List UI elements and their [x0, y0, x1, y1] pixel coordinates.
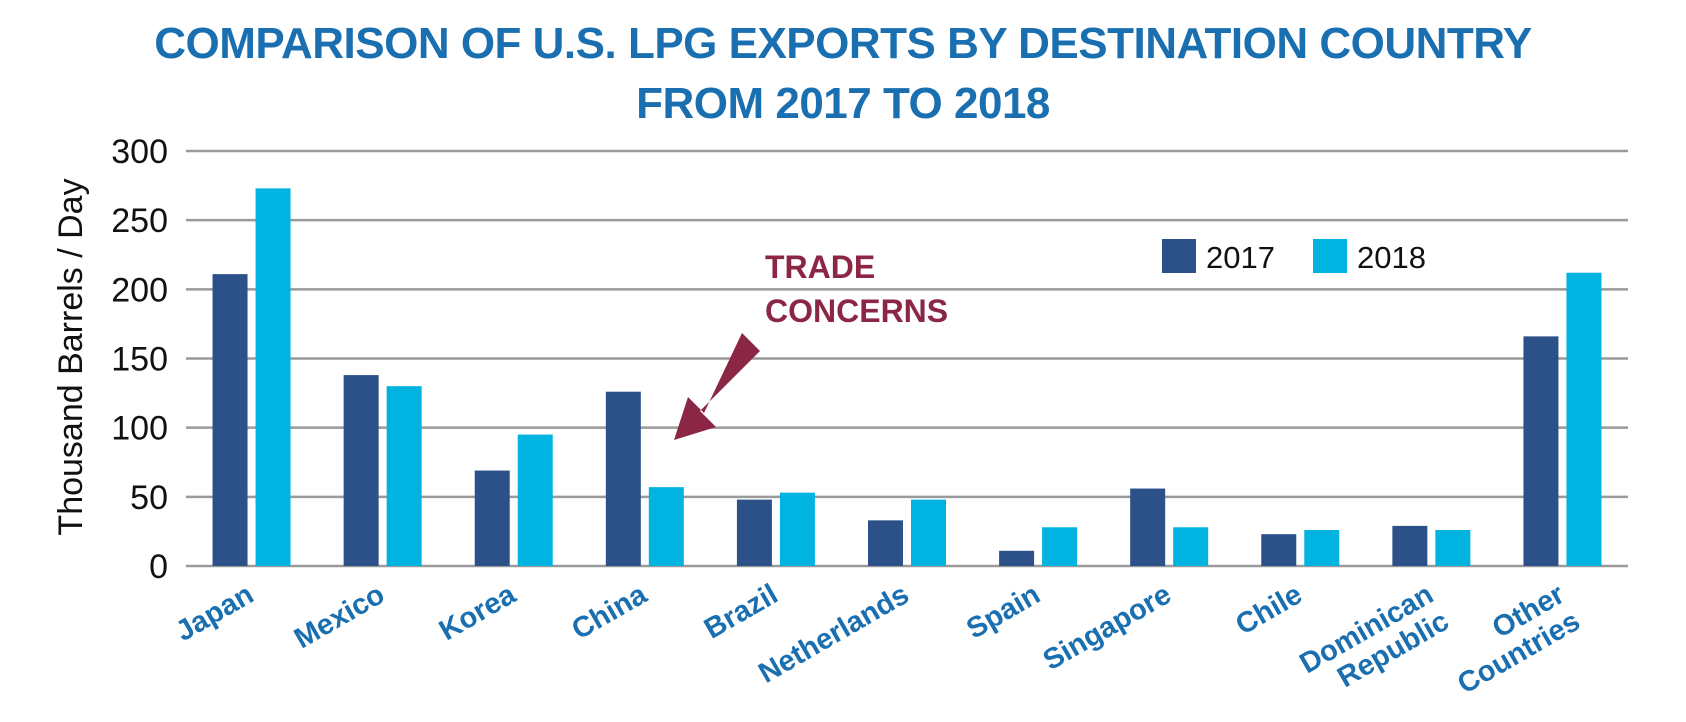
bar-2017 — [868, 520, 903, 566]
x-tick-label-line: Singapore — [1038, 578, 1177, 677]
bar-2017 — [999, 550, 1035, 566]
bar-2017 — [474, 470, 510, 566]
bar-2017 — [1392, 525, 1428, 566]
bar-2017 — [1261, 534, 1297, 566]
x-tick-label-line: Korea — [434, 578, 522, 647]
x-tick-label: Mexico — [289, 578, 390, 655]
y-tick-label: 100 — [111, 410, 168, 448]
bar-2018 — [517, 434, 553, 566]
x-tick-label-line: Chile — [1230, 578, 1307, 641]
bar-2017 — [212, 274, 248, 566]
y-tick-label: 150 — [111, 341, 168, 379]
annotation-text: TRADE CONCERNS — [765, 249, 948, 329]
x-tick-label: Korea — [434, 578, 522, 647]
x-tick-label: Japan — [170, 578, 259, 648]
bar-2018 — [911, 499, 946, 566]
x-tick-label-line: Spain — [961, 578, 1045, 645]
x-tick-label-line: Netherlands — [753, 578, 914, 690]
bar-2018 — [1173, 527, 1209, 566]
bar-2018 — [1304, 530, 1340, 566]
annotation-text-line: TRADE — [765, 249, 875, 285]
bar-2017 — [605, 391, 641, 566]
legend-label-2018: 2018 — [1357, 240, 1426, 275]
chart-title: COMPARISON OF U.S. LPG EXPORTS BY DESTIN… — [0, 14, 1686, 134]
y-tick-label: 300 — [111, 133, 168, 171]
chart-title-line-2: FROM 2017 TO 2018 — [636, 79, 1050, 128]
x-tick-label: Brazil — [699, 578, 783, 645]
bar-2018 — [779, 492, 815, 566]
x-tick-label: OtherCountries — [1437, 578, 1586, 700]
chart-title-line-1: COMPARISON OF U.S. LPG EXPORTS BY DESTIN… — [154, 19, 1532, 68]
bar-2017 — [736, 499, 772, 566]
bar-2017 — [1523, 336, 1559, 566]
y-axis-label: Thousand Barrels / Day — [52, 178, 90, 535]
x-tick-label-line: Mexico — [289, 578, 390, 655]
bar-2018 — [648, 487, 684, 566]
bar-2017 — [343, 375, 379, 566]
bar-2018 — [1566, 272, 1602, 566]
legend-swatch-2017 — [1162, 239, 1196, 273]
bars — [212, 188, 1602, 566]
bar-2018 — [255, 188, 291, 566]
y-tick-label: 250 — [111, 202, 168, 240]
gridlines — [186, 149, 1628, 568]
legend-swatch-2018 — [1313, 239, 1347, 273]
annotation-arrow — [674, 333, 760, 440]
y-axis-ticks: 0 50 100 150 200 250 300 — [111, 133, 168, 586]
bar-2018 — [1042, 527, 1078, 566]
x-tick-label: DominicanRepublic — [1294, 578, 1454, 707]
bar-2017 — [1130, 488, 1166, 566]
y-tick-label: 50 — [130, 479, 168, 517]
x-tick-label: China — [567, 578, 654, 646]
x-tick-label: Chile — [1230, 578, 1307, 641]
x-tick-label: Singapore — [1038, 578, 1177, 677]
y-tick-label: 200 — [111, 271, 168, 309]
y-tick-label: 0 — [149, 548, 168, 586]
x-tick-label-line: Japan — [170, 578, 259, 648]
trade-concerns-annotation: TRADE CONCERNS — [674, 249, 948, 440]
bar-2018 — [386, 386, 422, 566]
x-tick-label-line: Brazil — [699, 578, 783, 645]
annotation-text-line: CONCERNS — [765, 293, 948, 329]
bar-2018 — [1435, 530, 1471, 566]
x-tick-label: Netherlands — [753, 578, 914, 690]
legend: 2017 2018 — [1162, 239, 1426, 275]
x-tick-label: Spain — [961, 578, 1045, 645]
legend-label-2017: 2017 — [1206, 240, 1275, 275]
x-tick-label-line: China — [567, 578, 654, 646]
